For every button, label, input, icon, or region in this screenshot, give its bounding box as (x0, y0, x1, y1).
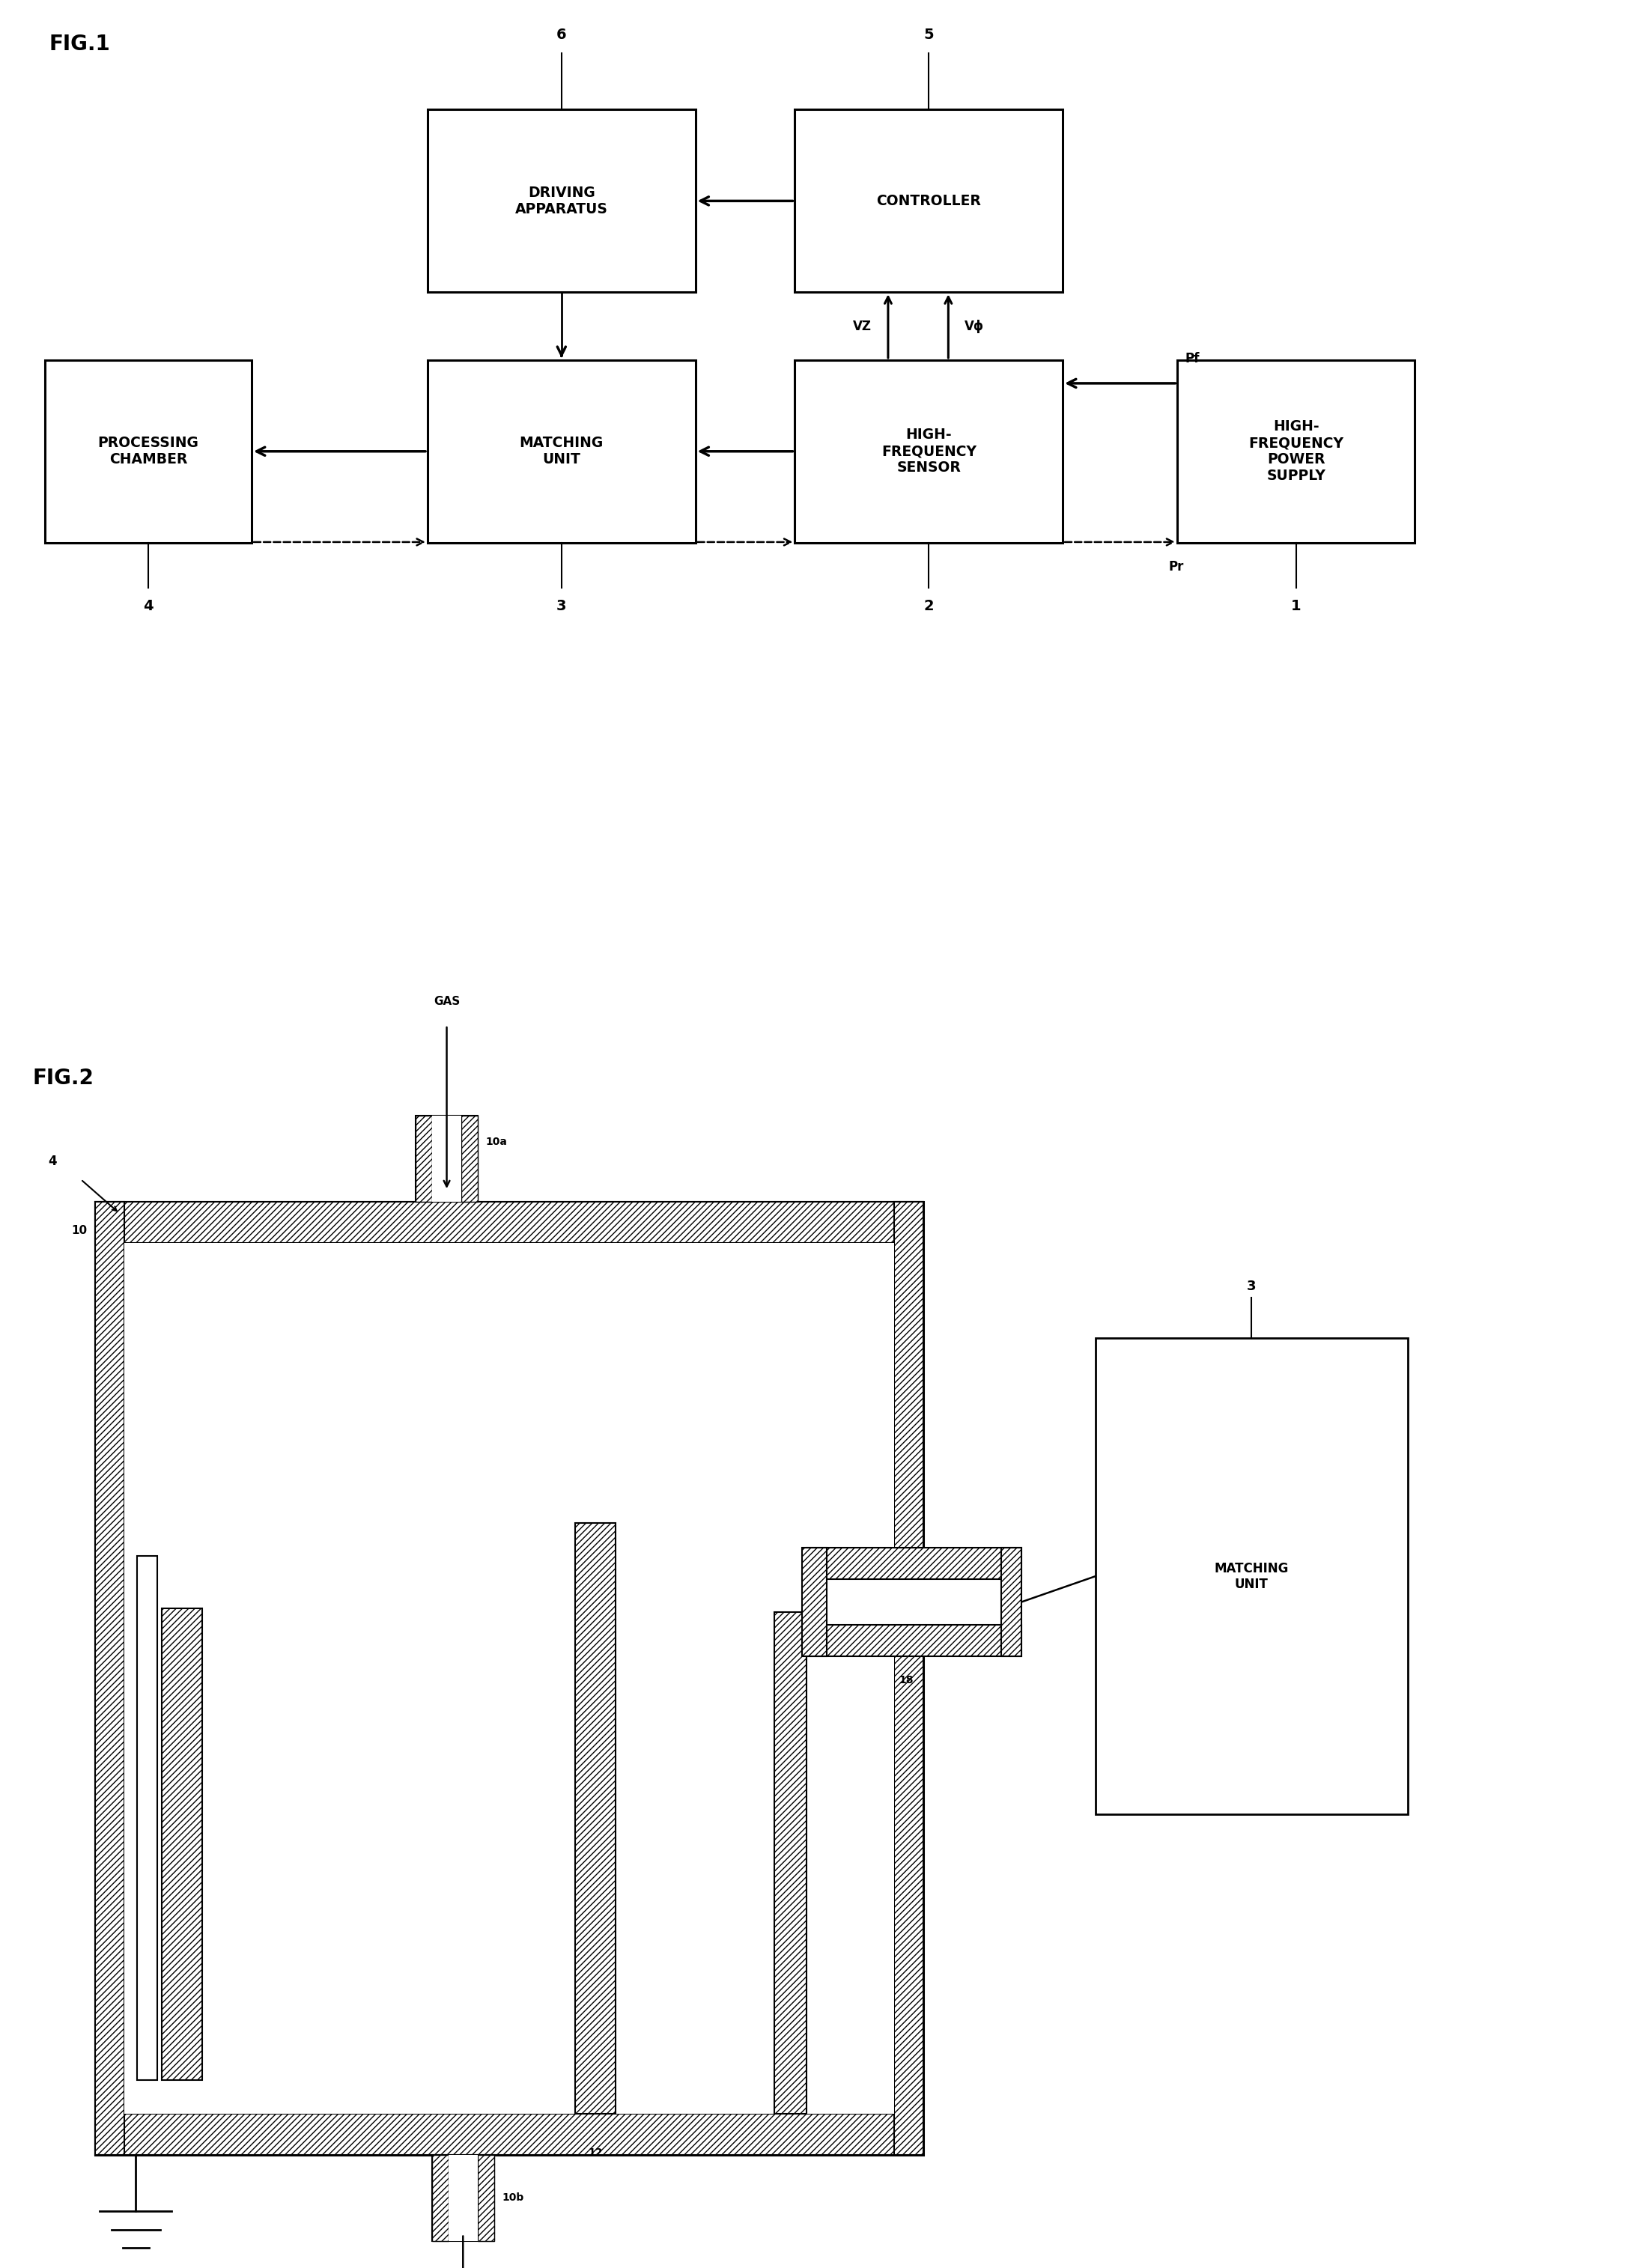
Bar (94, 1202, 923, 1243)
Bar (575, 1524, 615, 2114)
Text: 10c: 10c (746, 1520, 767, 1529)
Bar (794, 109, 1063, 293)
Text: Vϕ: Vϕ (964, 320, 985, 333)
Text: FIG.2: FIG.2 (33, 1068, 94, 1089)
Bar (415, 1116, 477, 1202)
Bar (94, 1202, 923, 2155)
Bar (431, 1116, 461, 1202)
Bar (894, 1202, 923, 2155)
Bar (415, 1116, 431, 1202)
Text: 17: 17 (822, 1674, 837, 1685)
Text: 13: 13 (207, 1839, 221, 1848)
Text: 6: 6 (557, 27, 567, 41)
Text: 10: 10 (72, 1225, 86, 1236)
Text: 10a: 10a (485, 1136, 508, 1148)
Bar (94, 2114, 923, 2155)
Bar (775, 1613, 807, 2114)
Text: MATCHING
UNIT: MATCHING UNIT (1214, 1563, 1289, 1590)
Bar (137, 1556, 156, 2080)
Bar (807, 1579, 1021, 1624)
Bar (807, 1624, 1021, 1656)
Bar (461, 1116, 477, 1202)
Text: 4: 4 (49, 1154, 57, 1168)
Text: VZ: VZ (853, 320, 873, 333)
Bar (1096, 1338, 1408, 1814)
Text: GAS: GAS (433, 996, 461, 1007)
Text: DRIVING
APPARATUS: DRIVING APPARATUS (514, 186, 607, 215)
Text: 14: 14 (840, 1520, 855, 1529)
Text: 11: 11 (122, 2057, 137, 2068)
Bar (431, 2155, 448, 2241)
Bar (1177, 361, 1415, 542)
Text: 5: 5 (923, 27, 934, 41)
Bar (794, 361, 1063, 542)
Bar (124, 1243, 894, 2114)
Bar (1001, 1547, 1021, 1656)
Bar (448, 2155, 477, 2241)
Bar (803, 1547, 827, 1656)
Text: HIGH-
FREQUENCY
POWER
SUPPLY: HIGH- FREQUENCY POWER SUPPLY (1249, 420, 1343, 483)
Bar (807, 1547, 1021, 1579)
Text: 12: 12 (588, 2148, 602, 2159)
Text: 4: 4 (143, 599, 153, 615)
Text: FIG.1: FIG.1 (49, 34, 111, 54)
Text: 3: 3 (1247, 1279, 1257, 1293)
Text: 2: 2 (923, 599, 934, 615)
Bar (46, 361, 252, 542)
Text: MATCHING
UNIT: MATCHING UNIT (519, 435, 604, 467)
Bar (94, 1202, 124, 2155)
Bar (477, 2155, 493, 2241)
Text: Pr: Pr (1169, 560, 1184, 574)
Bar (161, 1608, 202, 2080)
Text: 1: 1 (1291, 599, 1301, 615)
Text: 10b: 10b (501, 2193, 524, 2202)
Text: Pf: Pf (1185, 352, 1200, 365)
Text: PROCESSING
CHAMBER: PROCESSING CHAMBER (98, 435, 199, 467)
Bar (428, 109, 695, 293)
Text: 18: 18 (899, 1674, 913, 1685)
Text: CONTROLLER: CONTROLLER (876, 193, 982, 209)
Text: 15: 15 (876, 1520, 891, 1529)
Text: HIGH-
FREQUENCY
SENSOR: HIGH- FREQUENCY SENSOR (881, 429, 977, 474)
Text: 16: 16 (858, 1674, 873, 1685)
Bar (428, 361, 695, 542)
Bar (431, 2155, 493, 2241)
Text: 3: 3 (557, 599, 567, 615)
